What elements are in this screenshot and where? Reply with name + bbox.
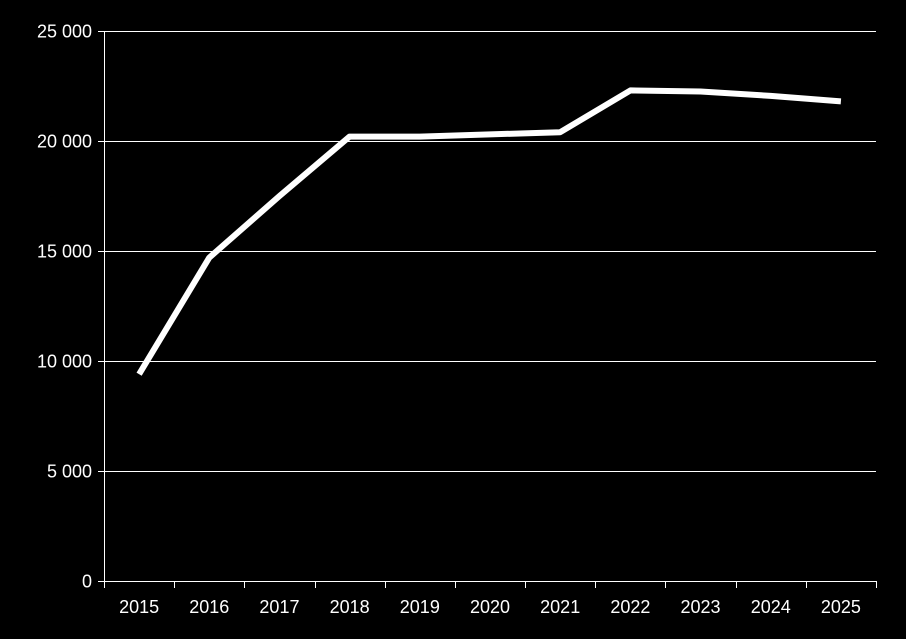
x-tick-label: 2024 bbox=[751, 597, 791, 617]
data-point bbox=[487, 131, 493, 137]
data-point bbox=[627, 87, 633, 93]
x-tick-label: 2017 bbox=[259, 597, 299, 617]
x-tick-label: 2019 bbox=[400, 597, 440, 617]
data-point bbox=[557, 129, 563, 135]
data-point bbox=[206, 255, 212, 261]
data-point bbox=[136, 371, 142, 377]
data-point bbox=[347, 134, 353, 140]
y-tick-label: 20 000 bbox=[37, 132, 92, 152]
x-tick-label: 2016 bbox=[189, 597, 229, 617]
x-tick-label: 2021 bbox=[540, 597, 580, 617]
data-point bbox=[838, 98, 844, 104]
y-tick-label: 5 000 bbox=[47, 462, 92, 482]
gridlines bbox=[104, 31, 876, 472]
y-tick-label: 25 000 bbox=[37, 22, 92, 42]
x-tick-label: 2025 bbox=[821, 597, 861, 617]
x-tick-label: 2018 bbox=[330, 597, 370, 617]
x-tick-labels: 2015 2016 2017 2018 2019 2020 2021 2022 2023 2024… bbox=[119, 597, 861, 617]
series-line bbox=[136, 87, 842, 376]
x-tick-label: 2020 bbox=[470, 597, 510, 617]
y-tick-label: 15 000 bbox=[37, 242, 92, 262]
data-point bbox=[698, 89, 704, 95]
y-tick-label: 0 bbox=[82, 572, 92, 592]
axes bbox=[98, 31, 877, 588]
x-tick-label: 2015 bbox=[119, 597, 159, 617]
y-tick-label: 10 000 bbox=[37, 352, 92, 372]
data-point bbox=[768, 93, 774, 99]
data-point bbox=[277, 193, 283, 199]
series-layer bbox=[136, 87, 844, 377]
x-tick-label: 2022 bbox=[610, 597, 650, 617]
x-tick-label: 2023 bbox=[681, 597, 721, 617]
y-tick-labels: 0 5 000 10 000 15 000 20 000 25 000 bbox=[37, 22, 92, 592]
data-point bbox=[417, 134, 423, 140]
